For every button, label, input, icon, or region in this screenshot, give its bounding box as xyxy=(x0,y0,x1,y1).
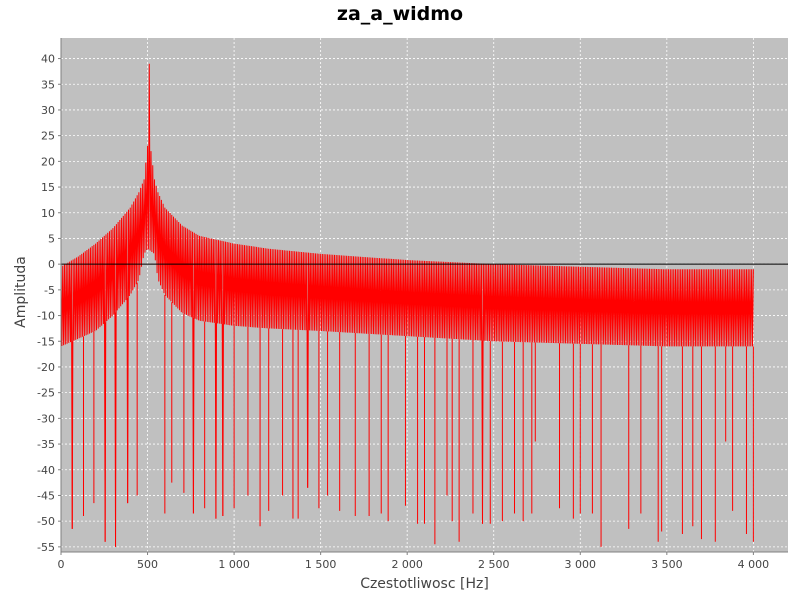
x-tick-label: 3 500 xyxy=(651,558,683,571)
y-tick-label: -20 xyxy=(37,361,55,374)
y-tick-label: -10 xyxy=(37,310,55,323)
y-tick-label: -25 xyxy=(37,387,55,400)
y-tick-label: 35 xyxy=(41,78,55,91)
y-tick-label: -50 xyxy=(37,515,55,528)
y-tick-label: 40 xyxy=(41,53,55,66)
y-tick-label: -40 xyxy=(37,464,55,477)
y-tick-label: 30 xyxy=(41,104,55,117)
x-axis-label: Czestotliwosc [Hz] xyxy=(360,576,489,592)
y-tick-label: -15 xyxy=(37,335,55,348)
y-tick-label: 10 xyxy=(41,207,55,220)
x-tick-label: 3 000 xyxy=(565,558,597,571)
axes: -55-50-45-40-35-30-25-20-15-10-505101520… xyxy=(37,38,788,571)
spectrum-line xyxy=(60,63,754,547)
x-tick-label: 500 xyxy=(137,558,158,571)
chart-title: za_a_widmo xyxy=(336,3,464,25)
data-series xyxy=(60,63,754,547)
y-tick-label: -35 xyxy=(37,438,55,451)
y-tick-label: -5 xyxy=(44,284,55,297)
y-tick-label: -30 xyxy=(37,412,55,425)
x-tick-label: 1 500 xyxy=(305,558,337,571)
x-tick-label: 2 500 xyxy=(478,558,510,571)
y-tick-label: 15 xyxy=(41,181,55,194)
y-tick-label: 20 xyxy=(41,155,55,168)
x-tick-label: 2 000 xyxy=(391,558,423,571)
y-tick-label: 5 xyxy=(48,232,55,245)
x-tick-label: 1 000 xyxy=(218,558,250,571)
y-tick-label: 25 xyxy=(41,130,55,143)
y-tick-label: 0 xyxy=(48,258,55,271)
x-tick-label: 4 000 xyxy=(738,558,770,571)
y-tick-label: -45 xyxy=(37,489,55,502)
y-tick-label: -55 xyxy=(37,541,55,554)
x-tick-label: 0 xyxy=(58,558,65,571)
